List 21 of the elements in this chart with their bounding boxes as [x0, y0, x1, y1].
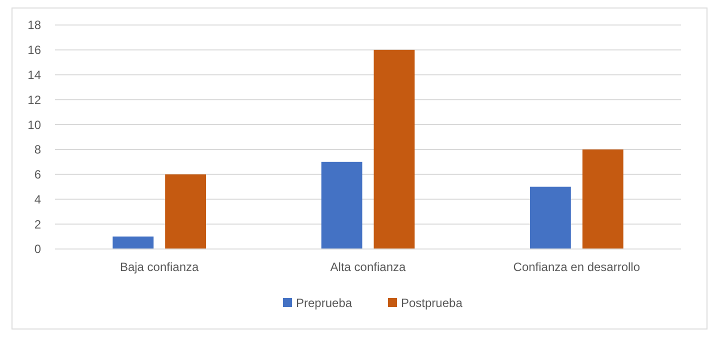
y-tick-label: 6	[34, 168, 42, 182]
legend-label: Postprueba	[401, 296, 463, 310]
bar	[321, 162, 362, 249]
bar	[165, 174, 206, 249]
y-tick-label: 0	[34, 242, 42, 256]
legend-label: Preprueba	[296, 296, 352, 310]
bar	[112, 236, 154, 249]
y-tick-label: 16	[28, 43, 42, 58]
y-tick-label: 18	[28, 18, 42, 32]
bar	[582, 149, 624, 249]
x-tick-label: Alta confianza	[330, 260, 406, 274]
bar	[374, 50, 415, 249]
y-tick-label: 4	[34, 192, 42, 206]
x-tick-label: Baja confianza	[120, 260, 200, 274]
y-tick-label: 14	[28, 68, 42, 82]
bar	[530, 186, 571, 249]
y-tick-label: 10	[28, 118, 42, 132]
y-tick-label: 12	[28, 92, 42, 107]
y-tick-label: 2	[34, 217, 42, 232]
y-tick-label: 8	[34, 142, 42, 157]
x-tick-label: Confianza en desarrollo	[513, 260, 640, 274]
